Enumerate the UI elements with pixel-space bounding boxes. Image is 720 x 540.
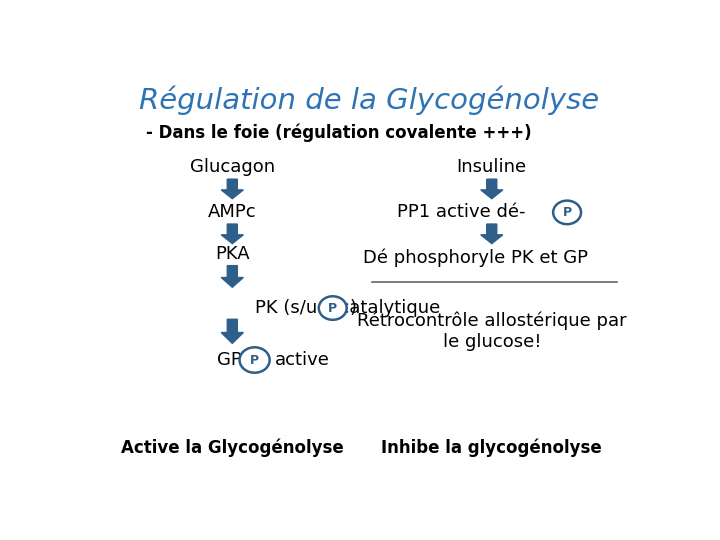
Text: P: P [562,206,572,219]
Ellipse shape [553,201,581,224]
Text: P: P [328,301,337,314]
Text: PK (s/u γ catalytique: PK (s/u γ catalytique [255,299,440,317]
Text: Insuline: Insuline [456,158,527,176]
Text: PP1 active dé-: PP1 active dé- [397,204,526,221]
Text: Dé phosphoryle PK et GP: Dé phosphoryle PK et GP [362,249,588,267]
Text: Active la Glycogénolyse: Active la Glycogénolyse [121,438,343,457]
Text: active: active [275,351,330,369]
Text: GP-: GP- [217,351,248,369]
Ellipse shape [240,347,270,373]
Text: AMPc: AMPc [208,204,256,221]
Text: Rétrocontrôle allostérique par
le glucose!: Rétrocontrôle allostérique par le glucos… [357,311,626,350]
Text: ): ) [349,299,356,317]
FancyArrow shape [221,319,243,343]
Text: Inhibe la glycogénolyse: Inhibe la glycogénolyse [382,438,602,457]
FancyArrow shape [221,266,243,287]
FancyArrow shape [481,179,503,199]
Text: PKA: PKA [215,245,250,263]
Text: - Dans le foie (régulation covalente +++): - Dans le foie (régulation covalente +++… [145,124,531,143]
FancyArrow shape [481,224,503,244]
Text: P: P [250,354,259,367]
FancyArrow shape [221,224,243,244]
Text: Glucagon: Glucagon [190,158,275,176]
Ellipse shape [319,296,347,320]
Text: Régulation de la Glycogénolyse: Régulation de la Glycogénolyse [139,85,599,115]
FancyArrow shape [221,179,243,199]
